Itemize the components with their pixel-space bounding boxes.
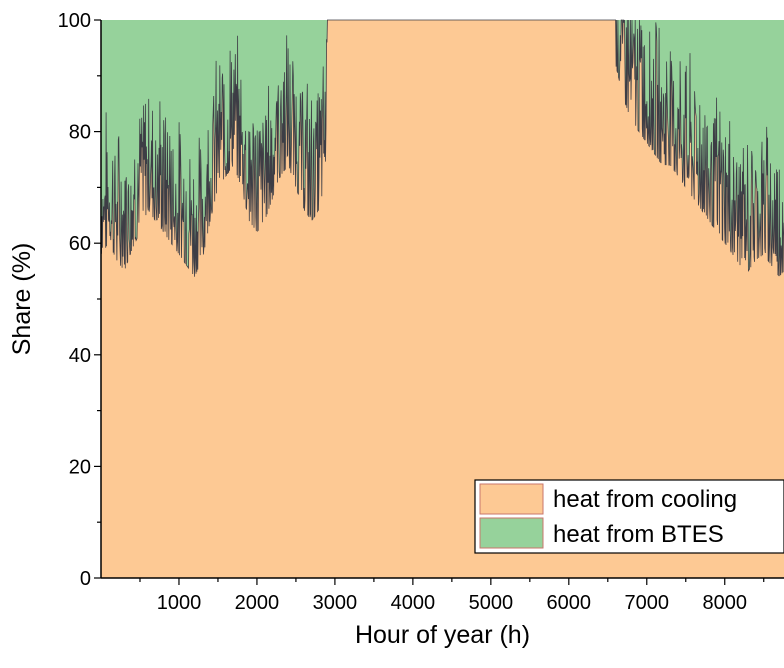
y-tick-label: 80: [69, 122, 91, 144]
x-tick-label: 5000: [469, 592, 514, 614]
y-axis-title: Share (%): [8, 243, 36, 356]
legend-swatch-heat-from-btes: [479, 517, 544, 549]
x-tick-label: 6000: [547, 592, 592, 614]
fluctuation-band: [100, 19, 784, 277]
y-tick-label: 40: [69, 345, 91, 367]
y-tick-label: 0: [80, 568, 91, 590]
x-tick-label: 3000: [313, 592, 358, 614]
x-tick-label: 4000: [391, 592, 436, 614]
y-tick-label: 100: [58, 10, 91, 32]
legend-label-heat-from-btes: heat from BTES: [553, 521, 724, 548]
plot-area: [100, 19, 784, 578]
legend-swatch-heat-from-cooling: [479, 483, 544, 515]
x-tick-label: 1000: [157, 592, 202, 614]
legend-label-heat-from-cooling: heat from cooling: [553, 486, 737, 513]
x-tick-label: 8000: [702, 592, 747, 614]
y-tick-label: 60: [69, 233, 91, 255]
y-tick-label: 20: [69, 456, 91, 478]
legend: heat from cooling heat from BTES: [474, 479, 784, 554]
x-axis-title: Hour of year (h): [355, 621, 530, 649]
axes: 0 20 40 60 80 100 1000 2000 3000 4000 5000 6000 7000…: [58, 10, 784, 614]
area-heat-from-btes: [101, 20, 784, 277]
x-tick-label: 2000: [235, 592, 280, 614]
x-tick-label: 7000: [625, 592, 670, 614]
